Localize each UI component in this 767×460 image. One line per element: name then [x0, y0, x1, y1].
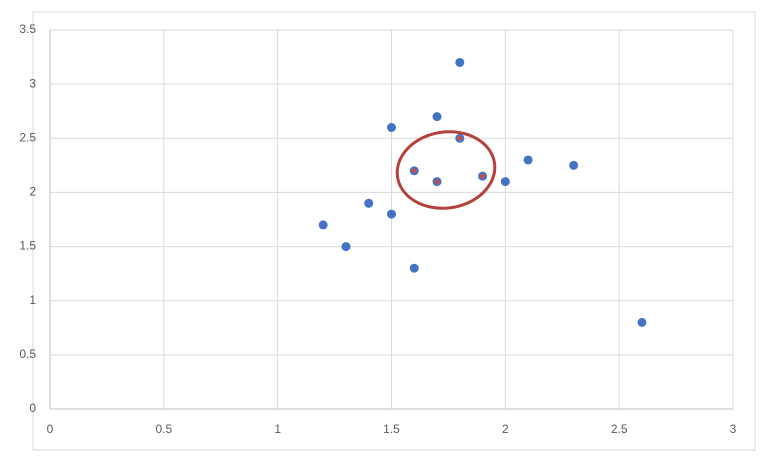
y-tick-label: 3.5 [19, 22, 36, 36]
point [364, 198, 374, 208]
x-tick-label: 2.5 [611, 422, 628, 436]
y-tick-label: 0.5 [19, 347, 36, 361]
point [432, 112, 442, 122]
y-tick-label: 1 [29, 293, 36, 307]
plot-area: 0 0.5 1 1.5 2 2.5 3 3.5 0 0.5 1 1.5 2 2.5 3 [19, 22, 736, 436]
y-tick-label: 2 [29, 185, 36, 199]
x-tick-label: 0 [47, 422, 54, 436]
point [637, 317, 647, 327]
y-tick-label: 1.5 [19, 239, 36, 253]
x-tick-label: 1 [274, 422, 281, 436]
x-tick-label: 3 [730, 422, 737, 436]
point [387, 209, 396, 219]
point [478, 171, 488, 181]
point [569, 160, 579, 170]
highlight-ellipse [395, 130, 497, 210]
y-tick-label: 0 [29, 401, 36, 415]
point [387, 122, 396, 132]
point [455, 57, 465, 67]
point [409, 263, 419, 273]
x-tick-label: 2 [502, 422, 509, 436]
point [318, 220, 328, 230]
y-tick-label: 2.5 [19, 130, 36, 144]
x-tick-label: 0.5 [155, 422, 172, 436]
point [341, 242, 351, 252]
point [523, 155, 533, 165]
x-tick-label: 1.5 [383, 422, 400, 436]
point [500, 177, 510, 187]
point [432, 177, 442, 187]
point [409, 166, 419, 176]
point [455, 133, 465, 143]
chart-border [32, 11, 756, 451]
y-tick-label: 3 [29, 76, 36, 90]
